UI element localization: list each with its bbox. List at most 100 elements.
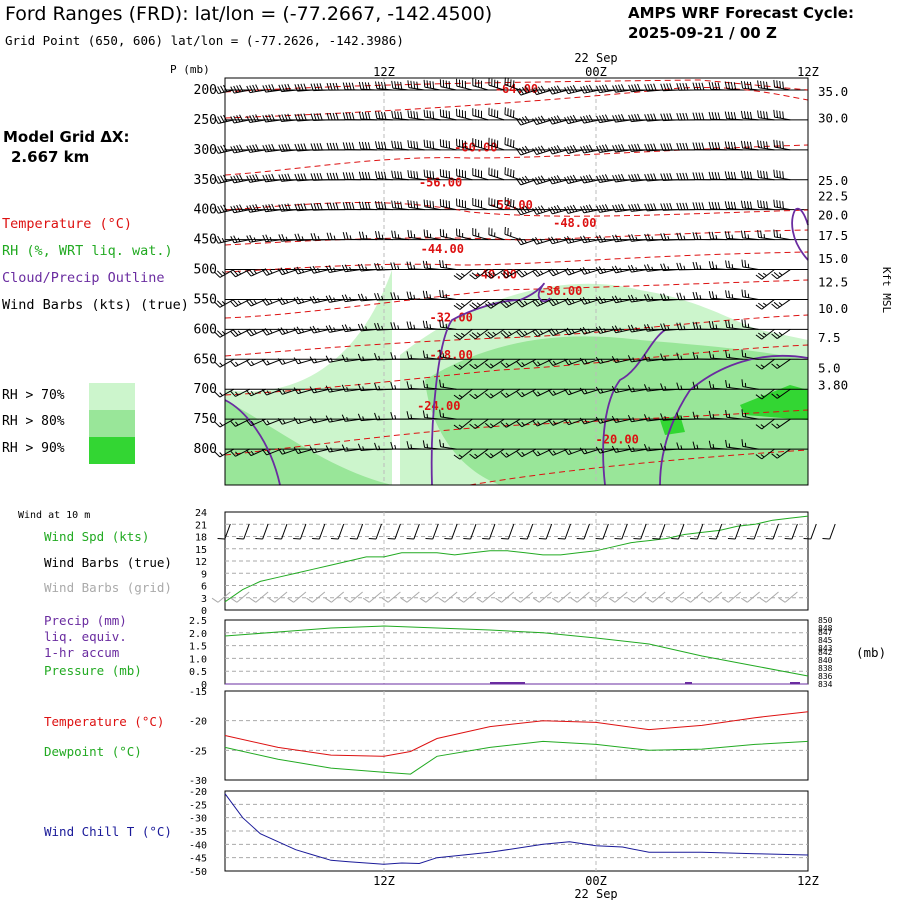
wind-barb-flag: [524, 175, 530, 183]
wind-barb-flag: [230, 420, 236, 427]
wind-barb-flag: [453, 364, 461, 370]
wind-barb: [755, 418, 775, 430]
wind-barb: [325, 385, 346, 393]
wind-barb: [579, 326, 600, 335]
wind-barb-flag: [319, 113, 323, 121]
wind-barb-flag: [278, 174, 282, 182]
wind-barb-flag: [367, 172, 371, 180]
wind-barb: [676, 112, 695, 121]
wind-barb: [374, 292, 393, 301]
wind-barb-flag: [342, 112, 346, 120]
wind-barb-half-flag: [458, 454, 463, 458]
wind-barb: [708, 350, 727, 360]
wind-barb-half-flag: [349, 235, 352, 240]
wind-barb-flag: [566, 236, 572, 243]
wind-barb-flag: [233, 205, 238, 213]
wind-barb-flag: [669, 143, 673, 151]
wind-barb: [278, 143, 298, 152]
wind-barb-flag: [550, 298, 557, 305]
wind-barb: [374, 322, 393, 331]
wind-barb-flag: [394, 170, 397, 179]
wind-barb-flag: [280, 327, 286, 334]
wind-barb-flag: [230, 360, 236, 367]
wind-barb-flag: [374, 382, 378, 391]
wind-barb: [423, 109, 441, 121]
wind-barb-flag: [248, 298, 255, 306]
precip-label: Precip (mm): [44, 613, 127, 628]
wind-barb: [708, 81, 727, 91]
wind-barb-flag: [287, 143, 291, 151]
wind-barb-flag: [390, 441, 394, 450]
wind-barb-flag: [407, 170, 410, 178]
surface-wind-barb-flag: [822, 538, 830, 540]
wind-barb-flag: [268, 174, 273, 182]
wind-barb-flag: [692, 172, 696, 180]
grid-wind-barb-flag: [249, 597, 257, 603]
wind-barb-flag: [516, 148, 522, 156]
wind-spd-label: Wind Spd (kts): [44, 529, 150, 544]
wind-barb: [644, 113, 664, 122]
wind-barb-flag: [717, 202, 721, 210]
wind-barb-flag: [230, 116, 235, 124]
surface-wind-barb-flag: [349, 538, 358, 540]
grid-wind-barb-flag: [551, 597, 559, 603]
pressure-tick-label: 300: [194, 143, 217, 158]
wind-barb-flag: [692, 82, 696, 90]
wind-barb: [326, 112, 346, 121]
wind-barb-flag: [293, 447, 299, 454]
wind-barb-half-flag: [715, 324, 718, 329]
wind-barb: [422, 440, 441, 450]
surface-wind-barb-flag: [690, 538, 698, 540]
wind-barb: [262, 203, 282, 213]
surface-wind-barb-staff: [564, 523, 572, 540]
wind-barb-flag: [535, 177, 540, 184]
wind-barb-flag: [406, 351, 410, 359]
wind-barb: [692, 202, 711, 211]
wind-barb-half-flag: [603, 268, 607, 273]
wind-barb-flag: [278, 84, 282, 92]
wind-barb-flag: [615, 114, 619, 122]
wind-barb-flag: [232, 269, 239, 276]
wind-barb-flag: [410, 110, 413, 119]
wind-barb: [516, 388, 537, 398]
wind-barb-flag: [743, 141, 747, 149]
wind-barb: [293, 417, 314, 425]
wind-barb-flag: [519, 207, 525, 215]
wind-barb-half-flag: [394, 414, 397, 420]
grid-wind-barb: [344, 591, 363, 603]
wind-barb: [725, 439, 743, 450]
grid-wind-barb: [533, 591, 552, 603]
surface-wind-barb-flag: [746, 538, 755, 540]
wind-barb-flag: [708, 410, 712, 419]
wind-barb: [469, 448, 489, 459]
wind-barb-flag: [423, 109, 426, 118]
wind-barb-flag: [717, 82, 721, 90]
wind-barb-flag: [220, 175, 225, 183]
wind-barb-flag: [394, 200, 397, 209]
wind-barb: [309, 295, 330, 304]
wind-barb-flag: [564, 117, 569, 124]
wind-barb-flag: [351, 202, 355, 210]
wind-barb: [771, 358, 791, 369]
pressure-ytick: 850: [818, 616, 833, 625]
wind-barb-flag: [374, 352, 378, 361]
grid-wind-barb-flag: [381, 597, 389, 603]
wind-barb-flag: [776, 110, 779, 118]
wind-barb-flag: [500, 332, 507, 338]
wind-barb-flag: [332, 112, 336, 121]
wind-barb-flag: [534, 299, 541, 306]
wind-barb-flag: [230, 450, 236, 457]
wind-barb-flag: [653, 113, 657, 121]
wind-barb-flag: [264, 328, 270, 335]
wind-barb-flag: [380, 171, 384, 179]
grid-wind-barb-staff: [728, 591, 742, 603]
wind-barb-flag: [326, 172, 330, 181]
wind-barb-flag: [540, 175, 546, 183]
wind-barb-flag: [400, 141, 403, 150]
wind-barb: [456, 168, 473, 181]
wind-barb-flag: [724, 141, 728, 149]
wind-barb: [500, 388, 521, 398]
wind-barb-half-flag: [552, 360, 557, 365]
wind-barb-half-flag: [381, 234, 384, 239]
wind-barb: [357, 263, 377, 272]
